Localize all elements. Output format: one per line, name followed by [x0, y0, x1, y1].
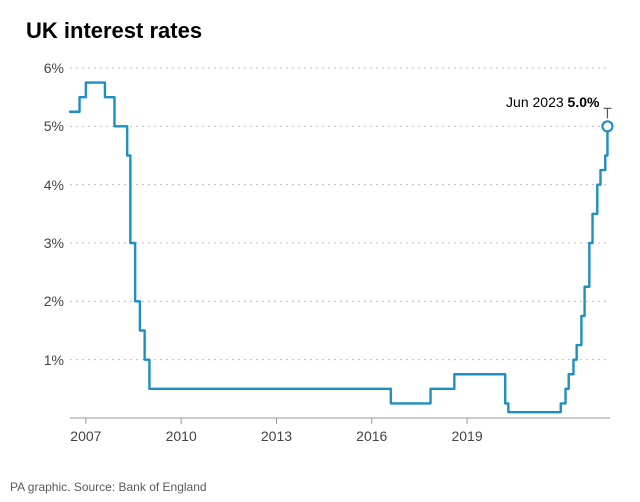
- x-tick-label: 2007: [70, 428, 101, 444]
- x-tick-label: 2013: [261, 428, 292, 444]
- chart-area: 1% 2% 3% 4% 5% 6% 2007 2010 2013 2016 2019 Jun 20…: [20, 58, 620, 450]
- y-tick-label: 3%: [24, 235, 64, 251]
- line-chart-svg: [20, 58, 620, 450]
- y-tick-label: 4%: [24, 177, 64, 193]
- y-tick-label: 5%: [24, 118, 64, 134]
- x-tick-label: 2016: [356, 428, 387, 444]
- x-tick-label: 2010: [166, 428, 197, 444]
- y-tick-label: 6%: [24, 60, 64, 76]
- callout-value: 5.0%: [568, 94, 600, 110]
- end-callout: Jun 2023 5.0%: [506, 94, 599, 110]
- callout-date: Jun 2023: [506, 94, 564, 110]
- chart-title: UK interest rates: [26, 18, 620, 44]
- y-tick-label: 2%: [24, 293, 64, 309]
- x-tick-label: 2019: [451, 428, 482, 444]
- y-tick-label: 1%: [24, 352, 64, 368]
- footer-source: PA graphic. Source: Bank of England: [10, 480, 207, 494]
